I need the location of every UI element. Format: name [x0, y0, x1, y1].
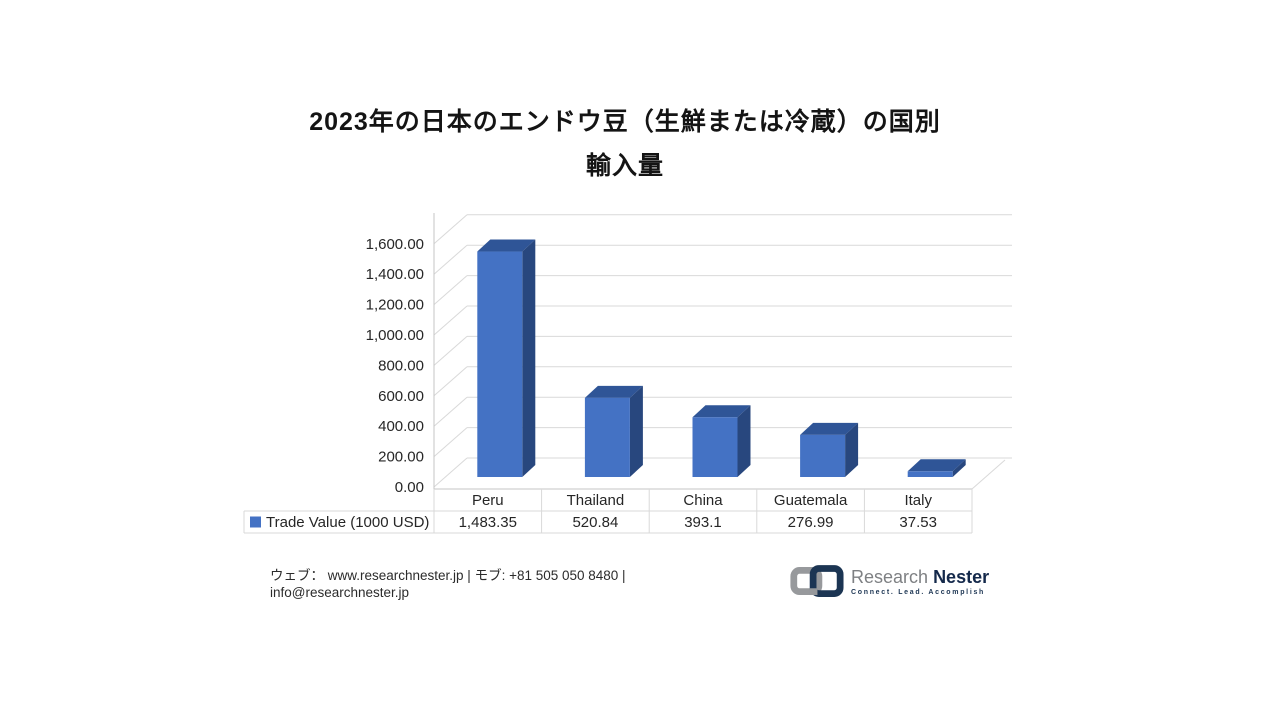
- bar-italy: [907, 471, 953, 477]
- gridline-diagonal: [433, 396, 468, 427]
- bar-thailand-top: [584, 385, 643, 398]
- chart-title: 2023年の日本のエンドウ豆（生鮮または冷蔵）の国別 輸入量: [0, 100, 1250, 188]
- contact-line2: info@researchnester.jp: [270, 585, 410, 600]
- legend-swatch: [250, 516, 261, 528]
- bar-china-top: [692, 405, 751, 418]
- floor-right-edge: [971, 459, 1006, 490]
- logo-brand: Research Nester: [851, 568, 989, 587]
- y-tick-label: 0.00: [395, 479, 424, 496]
- logo-brand-nester: Nester: [933, 567, 990, 587]
- y-tick-label: 1,000.00: [366, 327, 424, 344]
- y-tick-label: 600.00: [378, 388, 424, 405]
- table-cell-value: 393.1: [684, 514, 722, 531]
- bar-thailand-side: [629, 385, 643, 477]
- table-cell-value: 520.84: [572, 514, 618, 531]
- category-label: Thailand: [567, 492, 625, 509]
- category-label: China: [683, 492, 723, 509]
- logo-brand-research: Research: [851, 567, 929, 587]
- research-nester-logo: Research Nester Connect. Lead. Accomplis…: [788, 562, 989, 602]
- category-label: Peru: [472, 492, 504, 509]
- logo-text: Research Nester Connect. Lead. Accomplis…: [851, 568, 989, 597]
- y-tick-label: 1,400.00: [366, 266, 424, 283]
- gridline-diagonal: [433, 275, 468, 305]
- y-tick-label: 800.00: [378, 357, 424, 374]
- table-cell-value: 37.53: [899, 514, 937, 531]
- bar-guatemala-top: [800, 422, 859, 435]
- gridline-diagonal: [433, 214, 468, 245]
- category-label: Guatemala: [774, 492, 848, 509]
- category-label: Italy: [904, 492, 932, 509]
- contact-line1: ウェブ： www.researchnester.jp | モブ: +81 505…: [270, 568, 626, 583]
- y-tick-label: 200.00: [378, 449, 424, 466]
- bar-guatemala: [800, 434, 846, 477]
- contact-info: ウェブ： www.researchnester.jp | モブ: +81 505…: [270, 567, 700, 601]
- logo-tagline: Connect. Lead. Accomplish: [851, 589, 986, 596]
- bar-peru-top: [477, 239, 536, 252]
- y-tick-label: 1,600.00: [366, 236, 424, 253]
- bar-china: [692, 417, 738, 477]
- gridline-diagonal: [433, 457, 468, 488]
- gridline-diagonal: [433, 366, 468, 397]
- bar-thailand: [584, 397, 630, 477]
- bar-guatemala-side: [845, 422, 859, 477]
- gridline-diagonal: [433, 336, 468, 366]
- y-tick-label: 400.00: [378, 418, 424, 435]
- gridline-diagonal: [433, 244, 468, 275]
- legend-label: Trade Value (1000 USD): [266, 514, 429, 531]
- chart-title-line2: 輸入量: [585, 152, 664, 180]
- bar-italy-side: [952, 459, 966, 477]
- bar-peru: [477, 251, 523, 477]
- gridline-diagonal: [433, 427, 468, 457]
- table-cell-value: 276.99: [788, 514, 834, 531]
- y-tick-label: 1,200.00: [366, 297, 424, 314]
- chart-title-line1: 2023年の日本のエンドウ豆（生鮮または冷蔵）の国別: [309, 108, 941, 136]
- logo-mark-icon: [790, 565, 844, 597]
- gridline-diagonal: [433, 305, 468, 336]
- bar-china-side: [737, 405, 751, 477]
- bar-italy-top: [907, 459, 966, 472]
- bar-peru-side: [522, 239, 536, 477]
- table-cell-value: 1,483.35: [459, 514, 517, 531]
